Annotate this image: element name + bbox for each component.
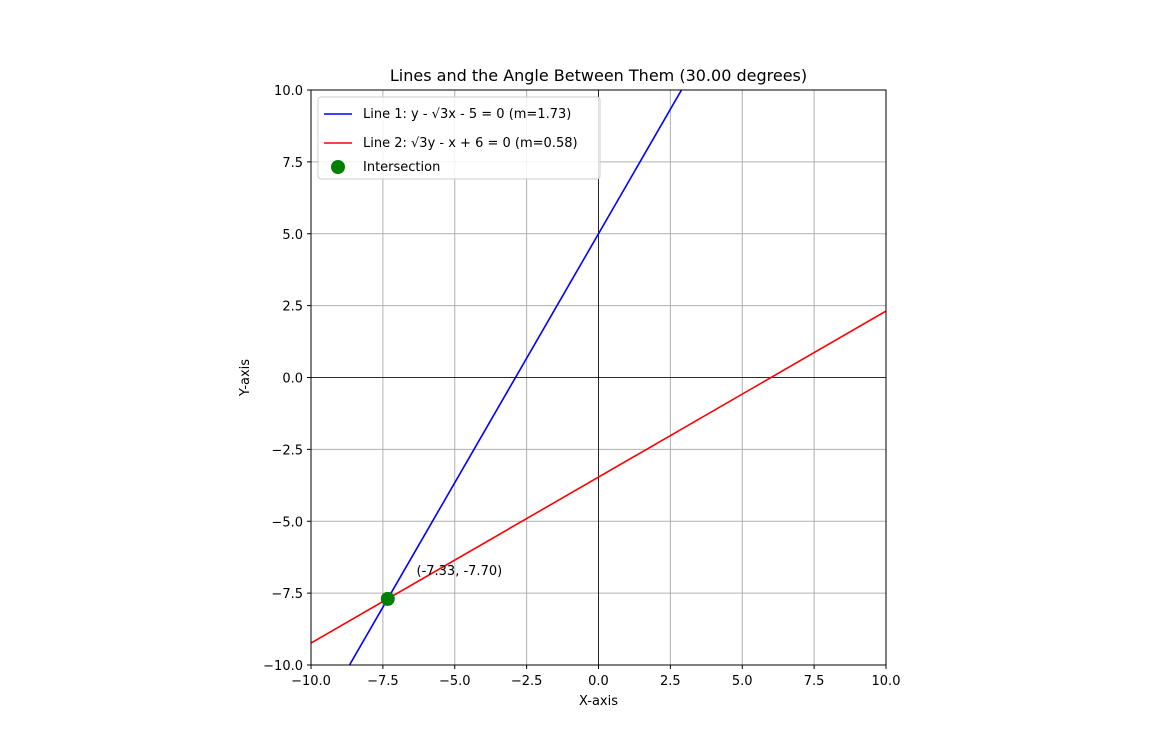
y-tick-label: 2.5 — [282, 300, 303, 315]
y-tick-label: 10.0 — [274, 84, 303, 99]
y-tick-label: 7.5 — [282, 156, 303, 171]
x-tick-label: −2.5 — [511, 674, 543, 689]
legend-label-line-1: Line 1: y - √3x - 5 = 0 (m=1.73) — [363, 107, 571, 122]
x-tick-label: −10.0 — [291, 674, 331, 689]
x-tick-label: −5.0 — [439, 674, 471, 689]
intersection-point — [380, 591, 395, 606]
legend-box — [317, 96, 601, 180]
plot-lines — [311, 90, 886, 665]
x-tick-label: −7.5 — [367, 674, 399, 689]
y-tick-label: −5.0 — [271, 515, 303, 530]
y-tick-label: 0.0 — [282, 372, 303, 387]
series-line-1 — [348, 90, 683, 665]
y-tick-label: 5.0 — [282, 228, 303, 243]
legend: Line 1: y - √3x - 5 = 0 (m=1.73) Line 2: … — [317, 96, 601, 180]
chart-title: Lines and the Angle Between Them (30.00 … — [390, 66, 807, 85]
y-tick-label: −2.5 — [271, 443, 303, 458]
legend-label-line-2: Line 2: √3y - x + 6 = 0 (m=0.58) — [363, 136, 578, 151]
x-tick-label: 5.0 — [732, 674, 753, 689]
legend-swatch-intersection — [331, 160, 345, 174]
x-tick-label: 7.5 — [804, 674, 825, 689]
zero-lines — [311, 90, 886, 665]
x-tick-label: 10.0 — [872, 674, 901, 689]
intersection-label: (-7.33, -7.70) — [417, 564, 503, 579]
x-tick-label: 0.0 — [588, 674, 609, 689]
y-tick-label: −10.0 — [263, 659, 303, 674]
x-axis-label: X-axis — [579, 694, 618, 709]
ticks: −10.0 −7.5 −5.0 −2.5 0.0 2.5 5.0 7.5 10.0 −10.0 −7… — [263, 84, 900, 689]
y-tick-label: −7.5 — [271, 587, 303, 602]
x-tick-label: 2.5 — [660, 674, 681, 689]
y-axis-label: Y-axis — [238, 359, 253, 397]
points — [380, 591, 395, 606]
legend-label-intersection: Intersection — [363, 160, 440, 175]
series-line-2 — [311, 310, 886, 644]
